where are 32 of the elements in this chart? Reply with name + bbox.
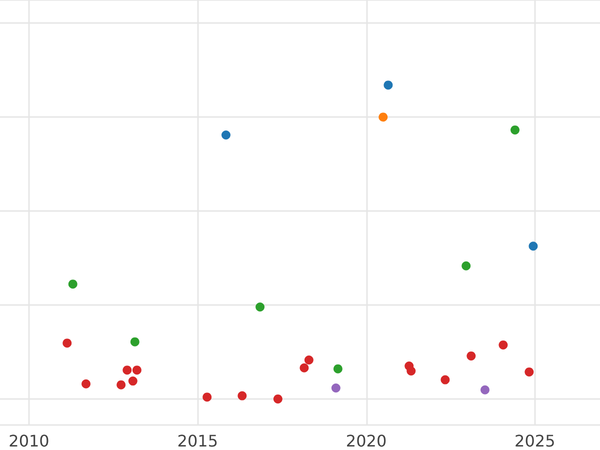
point [300, 363, 309, 372]
x-tick-label: 2020 [346, 432, 387, 450]
point [256, 302, 265, 312]
point [331, 383, 340, 392]
point [333, 364, 342, 374]
point [238, 391, 247, 400]
point [82, 379, 91, 388]
point [510, 125, 520, 134]
point [62, 338, 72, 348]
point [466, 351, 476, 360]
point [440, 375, 450, 384]
x-tick-label: 2010 [8, 432, 50, 450]
x-tick-label: 2015 [177, 432, 218, 450]
point [304, 356, 314, 365]
point [202, 392, 212, 402]
point [116, 380, 126, 390]
point [273, 394, 282, 404]
point [221, 130, 230, 140]
point [384, 80, 393, 90]
point [524, 367, 534, 376]
x-tick-label: 2025 [514, 432, 556, 450]
point [130, 337, 140, 346]
point [128, 376, 138, 386]
point [406, 366, 416, 376]
point [528, 242, 538, 251]
point [498, 340, 508, 350]
point [378, 112, 388, 122]
point [462, 261, 471, 270]
point [68, 280, 78, 289]
point [480, 385, 490, 394]
point [132, 366, 142, 375]
point [122, 366, 132, 375]
